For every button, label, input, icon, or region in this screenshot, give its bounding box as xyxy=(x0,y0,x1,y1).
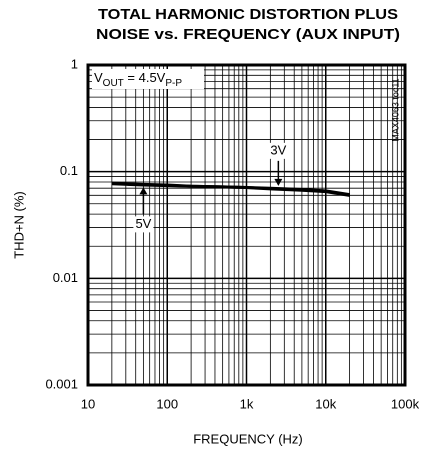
y-tick-label: 0.001 xyxy=(45,376,78,391)
callout-bg xyxy=(133,216,154,233)
x-tick-label: 10 xyxy=(81,396,95,411)
plot-frame xyxy=(86,63,407,387)
y-tick-label: 0.1 xyxy=(60,163,78,178)
chart-title: NOISE vs. FREQUENCY (AUX INPUT) xyxy=(96,26,400,43)
annotation: VOUT = 4.5VP-P xyxy=(94,70,182,88)
callout-arrow xyxy=(139,187,148,195)
data-line xyxy=(111,181,350,197)
figure-code: MAX4063 toc11 xyxy=(390,78,400,141)
x-tick-label: 1k xyxy=(240,396,254,411)
y-axis-label: THD+N (%) xyxy=(11,191,26,259)
y-tick-label: 0.01 xyxy=(53,270,78,285)
series-label: 5V xyxy=(135,216,151,231)
series-label: 3V xyxy=(270,142,286,157)
annotation-part: P-P xyxy=(165,78,182,89)
x-tick-label: 100 xyxy=(156,396,178,411)
y-tick-label: 1 xyxy=(71,56,78,71)
callout-bg xyxy=(268,142,289,159)
annotation-part: = 4.5V xyxy=(124,70,166,85)
x-tick-label: 10k xyxy=(315,396,336,411)
chart-title: TOTAL HARMONIC DISTORTION PLUS xyxy=(98,6,398,23)
x-axis-label: FREQUENCY (Hz) xyxy=(193,431,303,446)
annotation-bg xyxy=(92,69,204,89)
callout-arrow xyxy=(274,178,283,186)
annotation-part: V xyxy=(94,70,103,85)
annotation-part: OUT xyxy=(103,78,124,89)
x-tick-label: 100k xyxy=(391,396,420,411)
